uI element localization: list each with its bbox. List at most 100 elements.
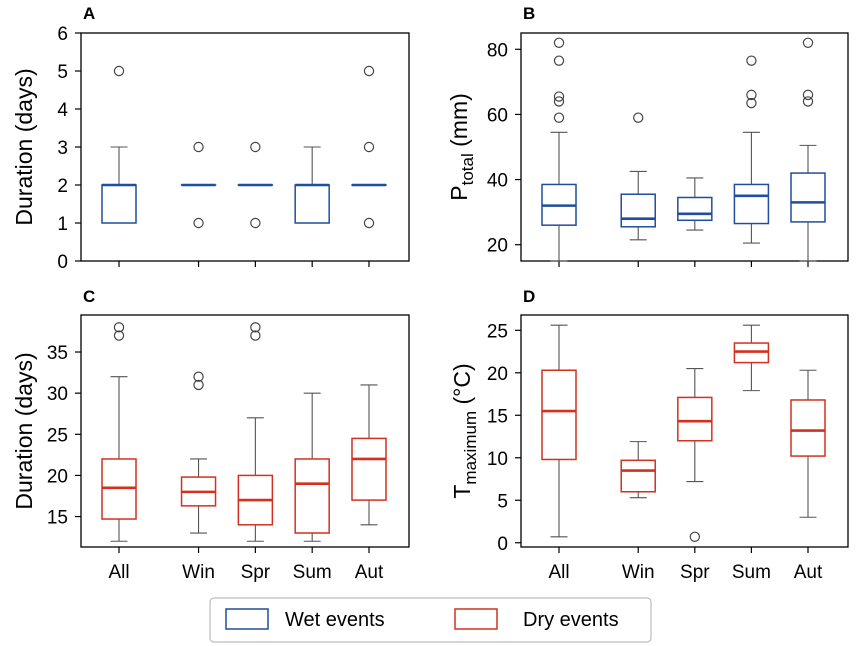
outlier-point bbox=[250, 141, 261, 153]
panel-C-xtick-label: Spr bbox=[241, 562, 271, 583]
panel-D-box-Win bbox=[620, 441, 656, 499]
panel-A-letter: A bbox=[83, 4, 95, 23]
panel-A-ytick-label: 6 bbox=[57, 24, 68, 45]
outlier-point bbox=[746, 55, 757, 66]
panel-D-box-Spr bbox=[677, 367, 713, 543]
panel-D-axes-frame bbox=[520, 314, 849, 548]
panel-C-ytick-label: 20 bbox=[47, 466, 68, 487]
panel-C-y-axis-label: Duration (days) bbox=[11, 352, 37, 509]
panel-C-box-Win bbox=[180, 371, 217, 534]
panel-B-box-Sum bbox=[733, 55, 770, 244]
panel-A-ytick-label: 2 bbox=[57, 176, 68, 197]
outlier-point bbox=[746, 97, 757, 109]
outlier-point bbox=[363, 65, 375, 77]
panel-C-xtick-label: Sum bbox=[293, 562, 332, 583]
panel-D-xtick-label: Sum bbox=[732, 562, 771, 583]
panel-A-y-axis-label: Duration (days) bbox=[11, 68, 37, 225]
panel-B-letter: B bbox=[523, 4, 535, 23]
panel-C-ytick-label: 25 bbox=[47, 425, 68, 446]
panel-C-box-Aut bbox=[351, 384, 387, 526]
legend-dry-swatch bbox=[454, 608, 498, 630]
outlier-point bbox=[363, 217, 375, 229]
panel-A-ytick-label: 3 bbox=[57, 138, 68, 159]
panel-B-box-Spr bbox=[677, 177, 713, 231]
iqr-box bbox=[294, 184, 330, 224]
panel-A-box-All bbox=[101, 65, 137, 224]
outlier-point bbox=[802, 89, 814, 101]
panel-C-xtick-label: Win bbox=[182, 562, 215, 583]
iqr-box bbox=[620, 459, 656, 493]
panel-A: A Duration (days) 0 1 2 3 4 5 6 bbox=[11, 4, 410, 273]
panel-C-xtick-label: Aut bbox=[355, 562, 384, 583]
iqr-box bbox=[620, 193, 656, 228]
panel-B-box-All bbox=[541, 37, 577, 262]
legend-wet-label: Wet events bbox=[285, 609, 385, 631]
outlier-point bbox=[802, 96, 814, 107]
panel-C-letter: C bbox=[83, 287, 95, 306]
panel-A-box-Win bbox=[180, 141, 217, 229]
outlier-point bbox=[113, 322, 125, 333]
iqr-box bbox=[733, 183, 770, 225]
panel-D-ytick-label: 0 bbox=[497, 534, 508, 555]
panel-D: D Tmaximum (°C) 0 5 10 15 20 25 All Win Spr Sum Au… bbox=[449, 287, 849, 583]
outlier-point bbox=[553, 55, 565, 66]
outlier-point bbox=[553, 96, 565, 107]
outlier-point bbox=[193, 141, 204, 153]
outlier-point bbox=[193, 217, 204, 229]
outlier-point bbox=[250, 330, 261, 341]
panel-D-ytick-label: 25 bbox=[487, 321, 508, 342]
panel-D-xtick-label: Win bbox=[622, 562, 655, 583]
outlier-point bbox=[193, 371, 204, 382]
outlier-point bbox=[363, 141, 375, 153]
iqr-box bbox=[351, 437, 387, 501]
outlier-point bbox=[113, 65, 125, 77]
panel-D-ytick-label: 10 bbox=[487, 449, 508, 470]
panel-A-axes-frame bbox=[80, 32, 410, 262]
panel-B-axes-frame bbox=[520, 32, 849, 262]
panel-C-axes-frame bbox=[80, 314, 410, 548]
panel-C-box-All bbox=[101, 322, 137, 542]
outlier-point bbox=[802, 37, 814, 48]
panel-A-ytick-label: 0 bbox=[57, 252, 68, 273]
panel-B-ytick-label: 40 bbox=[487, 171, 508, 192]
panel-C: C Duration (days) 15 20 25 30 35 All Win Spr Sum… bbox=[11, 287, 410, 583]
iqr-box bbox=[541, 369, 577, 461]
panel-A-box-Aut bbox=[351, 65, 387, 229]
panel-B-box-Aut bbox=[790, 37, 826, 262]
outlier-point bbox=[250, 217, 261, 229]
panel-D-y-axis-label: Tmaximum (°C) bbox=[449, 363, 480, 498]
panel-D-box-All bbox=[541, 324, 577, 538]
outlier-point bbox=[553, 91, 565, 102]
panel-C-xtick-label: All bbox=[108, 562, 129, 583]
panel-B-box-Win bbox=[620, 112, 656, 241]
iqr-box bbox=[101, 184, 137, 224]
legend-dry-label: Dry events bbox=[523, 609, 619, 631]
iqr-box bbox=[790, 399, 826, 457]
iqr-box bbox=[677, 196, 713, 222]
panel-A-box-Sum bbox=[294, 146, 330, 224]
panel-D-xtick-label: All bbox=[548, 562, 569, 583]
panel-B-ytick-label: 80 bbox=[487, 40, 508, 61]
legend: Wet events Dry events bbox=[209, 597, 652, 643]
panel-C-ytick-label: 35 bbox=[47, 343, 68, 364]
iqr-box bbox=[790, 172, 826, 223]
outlier-point bbox=[113, 330, 125, 341]
outlier-point bbox=[553, 112, 565, 123]
outlier-point bbox=[250, 322, 261, 333]
outlier-point bbox=[633, 112, 644, 123]
panel-D-ytick-label: 5 bbox=[497, 491, 508, 512]
panel-D-xtick-label: Spr bbox=[680, 562, 710, 583]
outlier-point bbox=[553, 37, 565, 48]
panel-D-ytick-label: 20 bbox=[487, 364, 508, 385]
panel-D-box-Aut bbox=[790, 369, 826, 518]
iqr-box bbox=[677, 396, 713, 442]
legend-frame bbox=[209, 597, 652, 643]
panel-C-ytick-label: 15 bbox=[47, 508, 68, 529]
iqr-box bbox=[294, 458, 330, 534]
panel-D-box-Sum bbox=[733, 324, 770, 392]
panel-B: B Ptotal (mm) 20 40 60 80 bbox=[446, 4, 849, 267]
panel-C-box-Sum bbox=[294, 392, 330, 542]
panel-B-y-axis-label: Ptotal (mm) bbox=[446, 93, 477, 201]
legend-wet-swatch bbox=[225, 608, 269, 630]
